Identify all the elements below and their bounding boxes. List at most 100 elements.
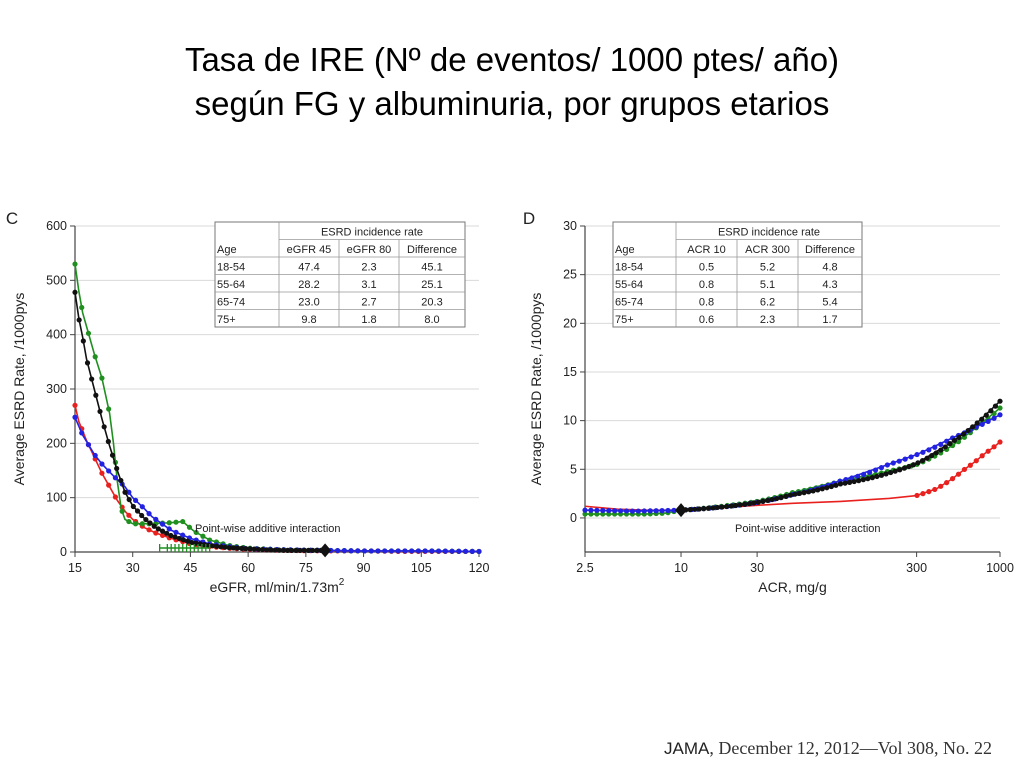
table-cell: 0.8 — [699, 279, 714, 291]
series-point-55-64 — [456, 548, 462, 554]
series-point-55-64 — [153, 516, 159, 522]
x-axis-label-text: eGFR, ml/min/1.73m — [210, 579, 339, 595]
chart-panel-c: C 0 100 200 300 400 500 600 15 30 45 60 75 90 105 120 eG… — [0, 200, 500, 615]
series-point-65-74 — [200, 533, 206, 539]
series-point-55-64 — [382, 548, 388, 554]
series-point-75+ — [230, 545, 236, 551]
table-row-age: 75+ — [615, 314, 634, 326]
series-point-18-54 — [914, 492, 920, 499]
series-point-55-64 — [647, 508, 653, 514]
series-point-75+ — [93, 392, 99, 398]
series-point-75+ — [974, 420, 980, 426]
series-point-75+ — [860, 477, 866, 483]
series-point-75+ — [76, 317, 82, 323]
series-point-75+ — [105, 438, 111, 445]
series-point-55-64 — [395, 548, 401, 554]
series-point-55-64 — [402, 548, 408, 554]
table-cell: 23.0 — [298, 297, 319, 309]
series-point-75+ — [701, 506, 707, 512]
table-cell: 5.1 — [760, 279, 775, 291]
series-point-75+ — [72, 289, 78, 295]
panel-letter: C — [6, 209, 18, 228]
series-point-75+ — [109, 452, 116, 458]
series-point-75+ — [751, 500, 757, 506]
table-cell: 8.0 — [424, 314, 439, 326]
series-point-75+ — [155, 526, 161, 532]
series-point-65-74 — [166, 520, 172, 526]
series-point-75+ — [815, 487, 821, 493]
series-point-75+ — [243, 546, 249, 552]
series-point-65-74 — [594, 511, 600, 517]
table-cell: 4.8 — [822, 262, 837, 274]
series-point-75+ — [692, 506, 698, 512]
series-point-75+ — [810, 488, 816, 494]
y-tick-label: 400 — [46, 328, 67, 342]
series-point-75+ — [84, 360, 91, 366]
series-point-55-64 — [409, 548, 415, 554]
series-point-55-64 — [861, 471, 867, 478]
series-point-55-64 — [375, 548, 381, 554]
series-point-75+ — [842, 480, 848, 486]
series-point-75+ — [801, 490, 807, 496]
series-point-75+ — [255, 546, 262, 552]
series-point-65-74 — [173, 519, 179, 525]
reference-diamond-marker — [675, 503, 688, 518]
series-point-75+ — [828, 483, 834, 490]
series-point-75+ — [297, 547, 303, 553]
table-column-header: ACR 300 — [745, 244, 790, 256]
series-point-55-64 — [594, 507, 600, 513]
table-row-age: 75+ — [217, 314, 236, 326]
series-75+ — [678, 398, 1003, 513]
series-point-75+ — [938, 447, 944, 453]
series-point-75+ — [965, 427, 971, 434]
series-point-55-64 — [641, 508, 647, 514]
series-point-55-64 — [99, 461, 105, 467]
series-point-55-64 — [896, 458, 902, 464]
series-point-55-64 — [665, 507, 671, 514]
series-point-75+ — [184, 538, 191, 544]
series-point-75+ — [280, 547, 287, 553]
y-tick-label: 5 — [570, 462, 577, 476]
x-axis-label: ACR, mg/g — [758, 579, 826, 595]
series-point-75+ — [276, 547, 282, 553]
x-tick-label: 120 — [469, 561, 490, 575]
x-tick-label: 15 — [68, 561, 82, 575]
series-point-65-74 — [79, 304, 85, 311]
series-point-75+ — [687, 507, 693, 513]
series-point-18-54 — [944, 480, 950, 486]
x-axis-label: eGFR, ml/min/1.73m2 — [210, 577, 345, 595]
series-point-75+ — [737, 502, 743, 508]
y-tick-label: 25 — [563, 268, 577, 282]
series-point-75+ — [89, 376, 95, 382]
series-point-65-74 — [126, 518, 132, 525]
series-point-75+ — [988, 408, 994, 414]
series-point-55-64 — [997, 412, 1003, 418]
series-point-75+ — [960, 431, 967, 437]
table-column-header: eGFR 45 — [287, 244, 332, 256]
series-point-75+ — [787, 492, 793, 498]
series-point-75+ — [143, 516, 149, 523]
series-point-75+ — [719, 504, 725, 510]
series-point-75+ — [760, 498, 766, 504]
series-point-55-64 — [146, 511, 152, 517]
series-point-75+ — [723, 503, 730, 510]
y-tick-label: 200 — [46, 436, 67, 450]
series-point-75+ — [919, 457, 926, 464]
y-tick-label: 10 — [563, 414, 577, 428]
table-row-age: 65-74 — [615, 297, 643, 309]
series-point-75+ — [951, 437, 958, 444]
interaction-annotation: Point-wise additive interaction — [735, 523, 881, 535]
series-point-55-64 — [659, 508, 665, 514]
y-tick-label: 15 — [563, 365, 577, 379]
series-point-75+ — [746, 501, 752, 507]
series-point-75+ — [906, 463, 912, 470]
series-point-75+ — [264, 547, 270, 553]
series-point-75+ — [728, 503, 734, 509]
series-point-55-64 — [617, 508, 624, 514]
series-point-75+ — [293, 547, 299, 553]
series-point-75+ — [742, 501, 748, 507]
x-axis-label-text: ACR, mg/g — [758, 579, 826, 595]
table-group-header: ESRD incidence rate — [321, 227, 423, 239]
citation-text: , December 12, 2012—Vol 308, No. 22 — [709, 738, 992, 758]
series-point-55-64 — [991, 415, 997, 421]
